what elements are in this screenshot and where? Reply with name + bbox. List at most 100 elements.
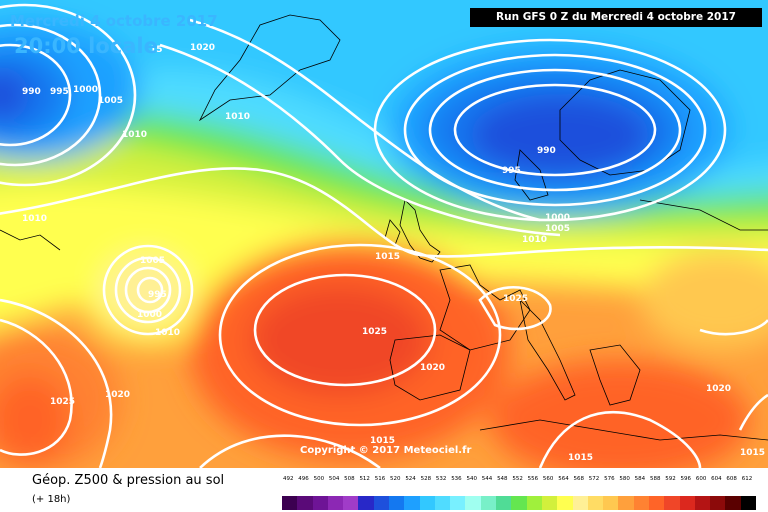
scale-swatch bbox=[465, 496, 482, 510]
label-1020-north: 1020 bbox=[190, 43, 215, 53]
scale-swatch bbox=[526, 496, 543, 510]
isobar-labels: 990 995 1000 1005 15 1020 1010 1010 1010… bbox=[22, 43, 765, 463]
label-995-scand: 995 bbox=[502, 166, 521, 176]
scale-tick-label: 520 bbox=[390, 476, 401, 482]
scale-swatch bbox=[541, 496, 558, 510]
legend-bar: Géop. Z500 & pression au sol (+ 18h) 492… bbox=[0, 468, 768, 512]
label-1020-iberia: 1020 bbox=[420, 363, 445, 373]
scale-tick-label: 512 bbox=[359, 476, 370, 482]
scale-swatch bbox=[725, 496, 742, 510]
label-1000-iceland: 1000 bbox=[73, 85, 98, 95]
label-1025-central: 1025 bbox=[362, 327, 387, 337]
label-1015-mid: 1015 bbox=[375, 252, 400, 262]
scale-swatch bbox=[358, 496, 375, 510]
scale-swatch bbox=[297, 496, 314, 510]
label-990-scand: 990 bbox=[537, 146, 556, 156]
scale-tick-label: 524 bbox=[405, 476, 416, 482]
label-1010-greenland: 1010 bbox=[225, 112, 250, 122]
date-label: Mercredi 4 octobre 2017 bbox=[10, 12, 218, 30]
scale-swatch bbox=[679, 496, 696, 510]
scale-tick-label: 576 bbox=[604, 476, 615, 482]
scale-swatch bbox=[496, 496, 512, 510]
scale-tick-label: 544 bbox=[481, 476, 493, 482]
scale-tick-label: 584 bbox=[634, 476, 646, 482]
label-1020-east: 1020 bbox=[706, 384, 731, 394]
legend-subtitle: (+ 18h) bbox=[32, 494, 71, 505]
scale-swatch bbox=[694, 496, 711, 510]
scale-swatch bbox=[343, 496, 359, 510]
scale-tick-label: 564 bbox=[558, 476, 569, 482]
scale-tick-label: 548 bbox=[497, 476, 508, 482]
label-1015-east: 1015 bbox=[740, 448, 765, 458]
scale-swatch bbox=[740, 496, 757, 510]
scale-swatch bbox=[603, 496, 619, 510]
scale-swatch bbox=[587, 496, 604, 510]
label-1025-france: 1025 bbox=[503, 294, 528, 304]
scale-tick-label: 552 bbox=[512, 476, 523, 482]
scale-tick-label: 568 bbox=[573, 476, 585, 482]
scale-swatch bbox=[664, 496, 681, 510]
label-995-iceland: 995 bbox=[50, 87, 69, 97]
isobars bbox=[0, 3, 768, 468]
label-1010-west: 1010 bbox=[22, 214, 47, 224]
scale-tick-label: 532 bbox=[435, 476, 447, 482]
label-990-iceland: 990 bbox=[22, 87, 41, 97]
scale-tick-label: 592 bbox=[665, 476, 676, 482]
legend-title: Géop. Z500 & pression au sol bbox=[32, 473, 225, 488]
label-1010-northatl: 1010 bbox=[122, 130, 147, 140]
scale-tick-label: 588 bbox=[649, 476, 661, 482]
scale-tick-label: 560 bbox=[542, 476, 554, 482]
label-1015-north: 15 bbox=[150, 45, 163, 55]
scale-tick-label: 492 bbox=[283, 476, 294, 482]
scale-tick-label: 608 bbox=[726, 476, 737, 482]
scale-tick-label: 528 bbox=[420, 476, 432, 482]
scale-swatch bbox=[480, 496, 497, 510]
scale-swatch bbox=[312, 496, 329, 510]
scale-swatch bbox=[434, 496, 451, 510]
scale-swatch bbox=[327, 496, 344, 510]
scale-tick-label: 504 bbox=[328, 476, 340, 482]
time-label: 20:00 locale bbox=[14, 34, 158, 58]
label-1010-uk: 1010 bbox=[522, 235, 547, 245]
scale-tick-label: 516 bbox=[374, 476, 386, 482]
scale-tick-label: 596 bbox=[680, 476, 692, 482]
copyright-label: Copyright © 2017 Meteociel.fr bbox=[300, 445, 472, 456]
scale-tick-label: 572 bbox=[588, 476, 600, 482]
scale-tick-label: 604 bbox=[711, 476, 722, 482]
scale-swatch bbox=[389, 496, 405, 510]
scale-tick-label: 580 bbox=[619, 476, 630, 482]
scale-swatch bbox=[710, 496, 726, 510]
label-1010-low: 1010 bbox=[155, 328, 180, 338]
label-1015-southeast: 1015 bbox=[568, 453, 593, 463]
scale-swatch bbox=[419, 496, 436, 510]
scale-swatch bbox=[648, 496, 665, 510]
scale-tick-label: 540 bbox=[466, 476, 477, 482]
scale-tick-label: 496 bbox=[298, 476, 309, 482]
label-1000-uk: 1000 bbox=[545, 213, 570, 223]
label-1005-uk: 1005 bbox=[545, 224, 570, 234]
scale-tick-label: 500 bbox=[313, 476, 325, 482]
scale-tick-label: 600 bbox=[695, 476, 707, 482]
label-1025-southwest: 1025 bbox=[50, 397, 75, 407]
label-1005-north: 1005 bbox=[98, 96, 123, 106]
scale-swatch bbox=[572, 496, 589, 510]
label-1015-south: 1015 bbox=[370, 436, 395, 446]
scale-swatch bbox=[450, 496, 466, 510]
label-995-low: 995 bbox=[148, 290, 167, 300]
scale-swatch bbox=[557, 496, 573, 510]
label-1000-low: 1000 bbox=[137, 310, 162, 320]
label-1005-low: 1005 bbox=[140, 256, 165, 266]
scale-swatch bbox=[618, 496, 635, 510]
weather-map: 990 995 1000 1005 15 1020 1010 1010 1010… bbox=[0, 0, 768, 468]
scale-tick-label: 508 bbox=[344, 476, 355, 482]
run-info-label: Run GFS 0 Z du Mercredi 4 octobre 2017 bbox=[496, 11, 736, 23]
scale-swatch bbox=[373, 496, 390, 510]
color-scale: 492 496 500 504 508 512 516 520 524 528 532 536 540 5… bbox=[282, 476, 757, 512]
scale-tick-label: 612 bbox=[741, 476, 753, 482]
run-info-box: Run GFS 0 Z du Mercredi 4 octobre 2017 bbox=[470, 8, 762, 27]
scale-swatch bbox=[404, 496, 421, 510]
scale-swatch bbox=[633, 496, 650, 510]
geopotential-map-svg: 990 995 1000 1005 15 1020 1010 1010 1010… bbox=[0, 0, 768, 468]
scale-tick-label: 556 bbox=[527, 476, 539, 482]
label-1020-southwest: 1020 bbox=[105, 390, 130, 400]
